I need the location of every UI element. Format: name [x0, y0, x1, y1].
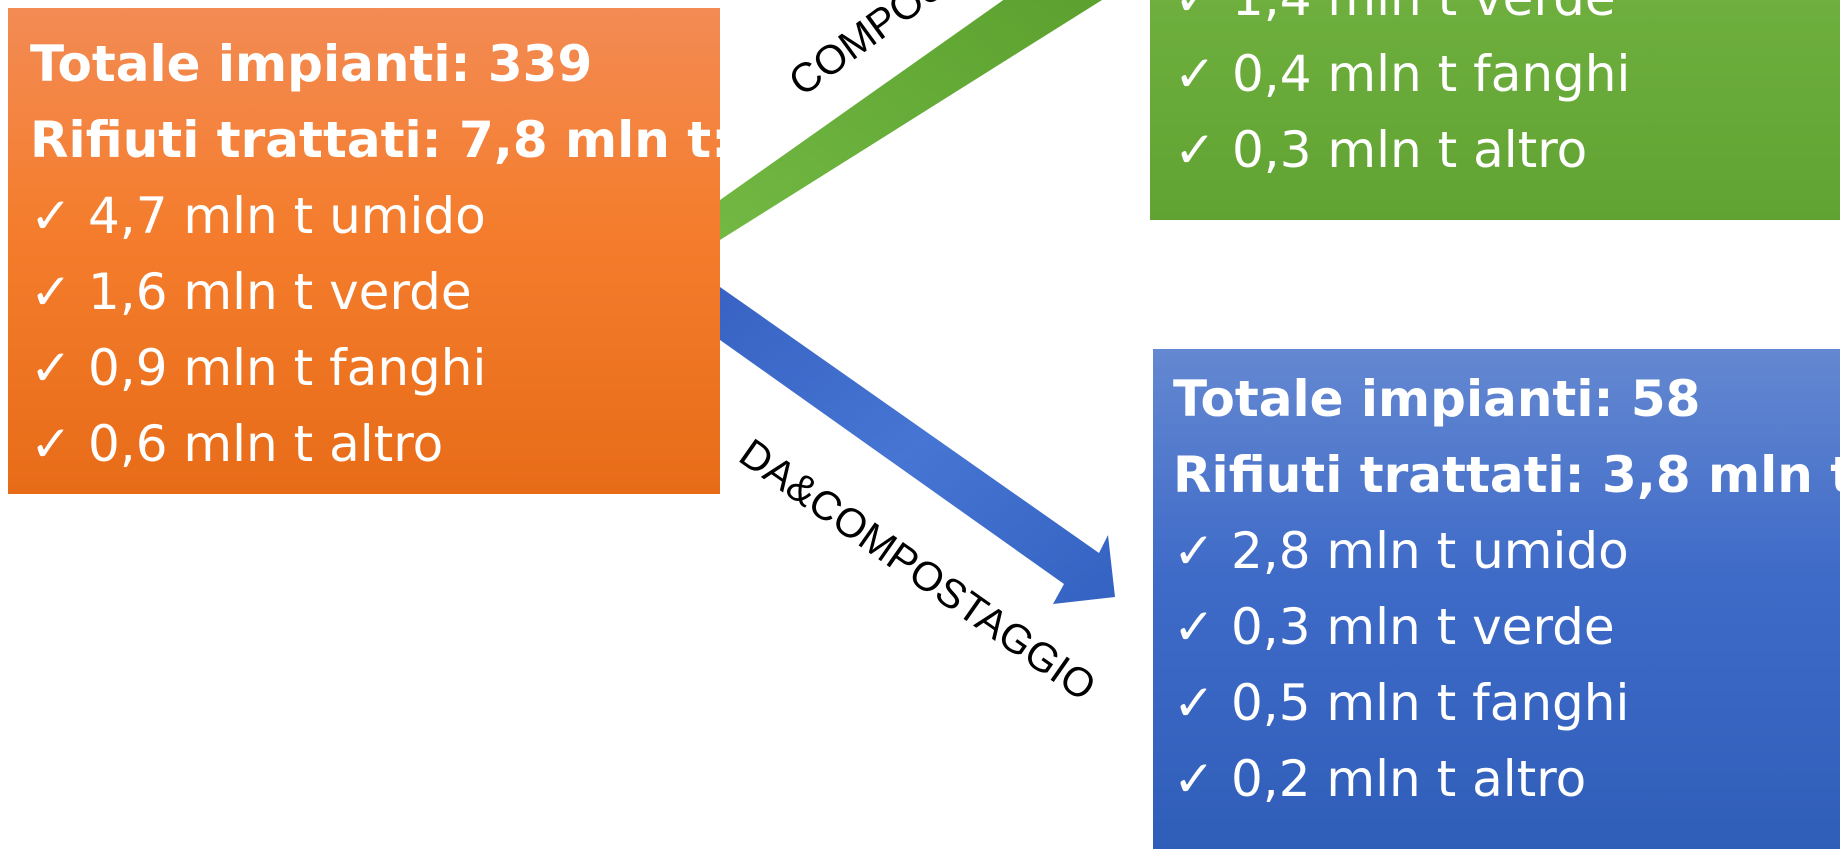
connector-arrows [720, 0, 1115, 604]
blue-item-altro: ✓ 0,2 mln t altro [1173, 754, 1586, 804]
item-text: 0,3 mln t verde [1231, 598, 1615, 656]
orange-item-altro: ✓ 0,6 mln t altro [30, 419, 443, 469]
item-text: 0,2 mln t altro [1231, 750, 1587, 808]
green-item-verde: ✓1,4 mln t verde [1174, 0, 1616, 23]
check-icon: ✓ [1173, 750, 1215, 808]
check-icon: ✓ [1173, 598, 1215, 656]
green-item-altro: ✓ 0,3 mln t altro [1174, 125, 1587, 175]
check-icon: ✓ [1174, 121, 1216, 179]
check-icon: ✓ [30, 263, 72, 321]
blue-item-umido: ✓ 2,8 mln t umido [1173, 526, 1629, 576]
item-text: 0,4 mln t fanghi [1232, 45, 1631, 103]
item-text: 1,4 mln t verde [1232, 0, 1616, 27]
check-icon: ✓ [1173, 522, 1215, 580]
item-text: 2,8 mln t umido [1231, 522, 1629, 580]
item-text: 1,6 mln t verde [88, 263, 472, 321]
blue-treated-waste: Rifiuti trattati: 3,8 mln t: [1173, 446, 1840, 504]
item-text: 0,5 mln t fanghi [1231, 674, 1630, 732]
orange-summary-box: Totale impianti: 339 Rifiuti trattati: 7… [8, 8, 731, 494]
item-text: 0,3 mln t altro [1232, 121, 1588, 179]
orange-treated-waste: Rifiuti trattati: 7,8 mln t: [30, 111, 732, 169]
arrow-compostaggio [720, 0, 1103, 240]
blue-summary-box: Totale impianti: 58 Rifiuti trattati: 3,… [1153, 349, 1840, 849]
orange-item-verde: ✓ 1,6 mln t verde [30, 267, 472, 317]
arrow-da-compostaggio [720, 287, 1115, 604]
green-item-fanghi: ✓ 0,4 mln t fanghi [1174, 49, 1630, 99]
item-text: 0,6 mln t altro [88, 415, 444, 473]
orange-item-fanghi: ✓ 0,9 mln t fanghi [30, 343, 486, 393]
green-summary-box: ✓1,4 mln t verde ✓0,4 mln t fanghi ✓0,3 … [1150, 0, 1840, 220]
item-text: 4,7 mln t umido [88, 187, 486, 245]
check-icon: ✓ [1174, 45, 1216, 103]
orange-total-plants: Totale impianti: 339 [30, 35, 593, 93]
check-icon: ✓ [1174, 0, 1232, 23]
check-icon: ✓ [1173, 674, 1215, 732]
check-icon: ✓ [30, 187, 72, 245]
blue-item-verde: ✓ 0,3 mln t verde [1173, 602, 1615, 652]
check-icon: ✓ [30, 339, 72, 397]
item-text: 0,9 mln t fanghi [88, 339, 487, 397]
orange-item-umido: ✓ 4,7 mln t umido [30, 191, 486, 241]
check-icon: ✓ [30, 415, 72, 473]
blue-total-plants: Totale impianti: 58 [1173, 370, 1701, 428]
blue-item-fanghi: ✓ 0,5 mln t fanghi [1173, 678, 1629, 728]
